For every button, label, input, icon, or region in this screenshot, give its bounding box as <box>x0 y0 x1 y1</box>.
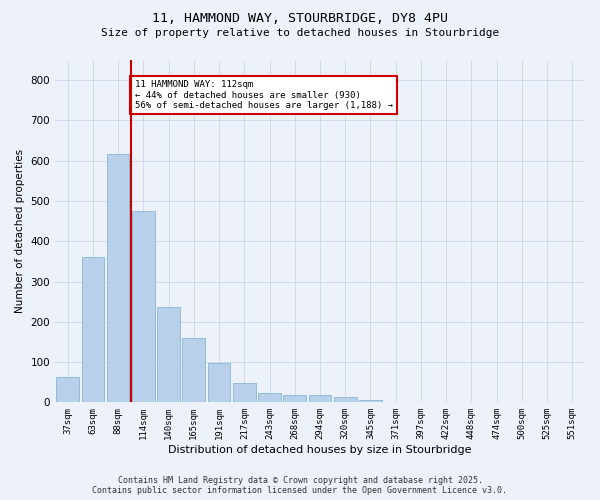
Bar <box>258 394 281 402</box>
Bar <box>308 395 331 402</box>
Bar <box>107 154 130 402</box>
X-axis label: Distribution of detached houses by size in Stourbridge: Distribution of detached houses by size … <box>168 445 472 455</box>
Bar <box>82 258 104 402</box>
Bar <box>132 212 155 402</box>
Bar <box>233 383 256 402</box>
Bar <box>208 363 230 403</box>
Bar <box>157 308 180 402</box>
Text: Contains HM Land Registry data © Crown copyright and database right 2025.
Contai: Contains HM Land Registry data © Crown c… <box>92 476 508 495</box>
Text: 11 HAMMOND WAY: 112sqm
← 44% of detached houses are smaller (930)
56% of semi-de: 11 HAMMOND WAY: 112sqm ← 44% of detached… <box>134 80 392 110</box>
Bar <box>359 400 382 402</box>
Bar <box>334 397 356 402</box>
Text: 11, HAMMOND WAY, STOURBRIDGE, DY8 4PU: 11, HAMMOND WAY, STOURBRIDGE, DY8 4PU <box>152 12 448 26</box>
Text: Size of property relative to detached houses in Stourbridge: Size of property relative to detached ho… <box>101 28 499 38</box>
Bar <box>182 338 205 402</box>
Bar <box>56 378 79 402</box>
Bar <box>283 395 306 402</box>
Y-axis label: Number of detached properties: Number of detached properties <box>15 149 25 313</box>
